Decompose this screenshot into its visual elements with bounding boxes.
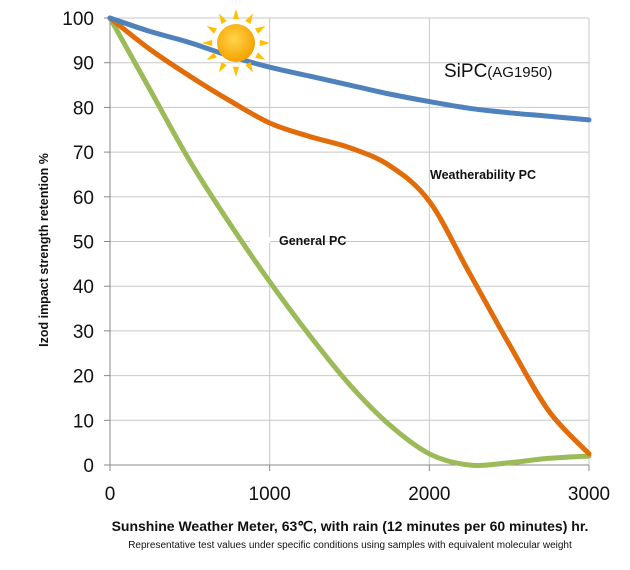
x-tick-label: 0 (105, 484, 116, 505)
sun-icon (202, 9, 270, 77)
sun-ray (255, 26, 266, 34)
sun-ray (206, 26, 217, 34)
gridlines (110, 17, 590, 465)
y-axis-label: Izod impact strength retention % (37, 153, 51, 347)
series-label-general: General PC (279, 234, 346, 248)
series-label-weatherability: Weatherability PC (430, 168, 536, 182)
y-tick-label: 10 (73, 411, 94, 432)
series-lines (107, 15, 592, 468)
x-tick-label: 2000 (408, 484, 450, 505)
y-tick-label: 90 (73, 54, 94, 75)
x-ticks: 0 1000 2000 3000 (105, 484, 610, 505)
series-line-weatherability-pc (107, 15, 592, 457)
sun-ray (259, 39, 270, 47)
sun-ray (206, 52, 217, 60)
series-label-general-group: General PC (250, 234, 346, 248)
sun-ray (245, 13, 253, 24)
sun-ray (245, 62, 253, 73)
y-tick-label: 50 (73, 233, 94, 254)
series-label-sipc-sub: (AG1950) (487, 64, 552, 81)
chart-note: Representative test values under specifi… (128, 540, 572, 551)
sun-ray (219, 62, 227, 73)
x-tick-label: 3000 (568, 484, 610, 505)
sun-ray (232, 66, 240, 77)
y-tick-label: 30 (73, 322, 94, 343)
series-label-sipc-main: SiPC (444, 61, 487, 82)
sun-ray (232, 9, 240, 20)
y-tick-label: 40 (73, 277, 94, 298)
y-ticks: 0 10 20 30 40 50 60 70 80 90 100 (62, 9, 94, 477)
x-axis-label: Sunshine Weather Meter, 63℃, with rain (… (112, 518, 589, 534)
y-tick-label: 20 (73, 367, 94, 388)
y-tick-label: 70 (73, 143, 94, 164)
sun-disc (217, 24, 255, 62)
y-tick-label: 0 (83, 456, 94, 477)
sun-ray (219, 13, 227, 24)
series-line-sipc (107, 15, 592, 123)
y-tick-label: 100 (62, 9, 94, 30)
x-tick-label: 1000 (249, 484, 291, 505)
sun-ray (202, 39, 213, 47)
series-line-general-pc (107, 15, 592, 468)
series-label-sipc: SiPC(AG1950) (444, 61, 552, 82)
sun-ray (255, 52, 266, 60)
y-tick-label: 80 (73, 98, 94, 119)
y-tick-label: 60 (73, 188, 94, 209)
